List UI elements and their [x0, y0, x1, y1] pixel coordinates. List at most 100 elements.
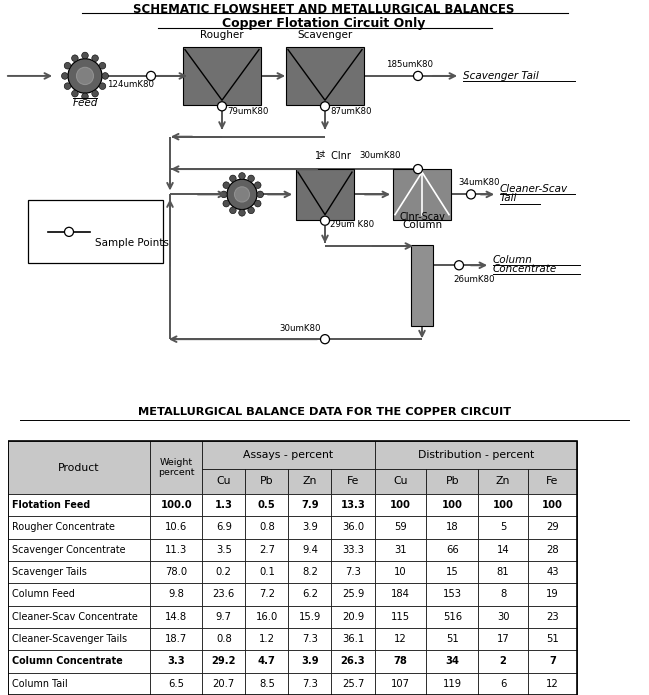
Bar — [288, 494, 332, 516]
Bar — [8, 494, 151, 516]
Text: 16.0: 16.0 — [256, 612, 278, 622]
Text: 29um K80: 29um K80 — [330, 220, 374, 229]
Text: 14: 14 — [497, 545, 509, 555]
Bar — [8, 441, 151, 494]
Circle shape — [321, 334, 330, 344]
Text: 19: 19 — [546, 589, 559, 600]
Circle shape — [92, 55, 99, 62]
Text: 8.2: 8.2 — [302, 567, 318, 577]
Text: 107: 107 — [391, 679, 410, 689]
Circle shape — [227, 179, 257, 210]
Bar — [8, 561, 151, 583]
Bar — [332, 516, 374, 539]
Bar — [202, 673, 245, 695]
Bar — [426, 605, 478, 628]
Text: Zn: Zn — [496, 476, 510, 486]
Bar — [393, 169, 451, 220]
Bar — [202, 539, 245, 561]
Bar — [288, 651, 332, 673]
Text: 30umK80: 30umK80 — [279, 324, 321, 333]
Bar — [478, 583, 528, 605]
Text: 3.9: 3.9 — [301, 657, 319, 667]
Text: Product: Product — [58, 463, 100, 473]
Text: 6.5: 6.5 — [168, 679, 184, 689]
Bar — [478, 494, 528, 516]
Text: 100: 100 — [493, 500, 513, 510]
Bar — [374, 468, 426, 494]
Bar — [332, 673, 374, 695]
Bar — [332, 628, 374, 651]
Bar — [245, 605, 288, 628]
Text: 3.5: 3.5 — [216, 545, 232, 555]
Bar — [374, 651, 426, 673]
Bar — [426, 468, 478, 494]
Bar — [528, 651, 577, 673]
Text: Column: Column — [493, 255, 533, 265]
Bar — [528, 539, 577, 561]
Bar — [478, 605, 528, 628]
Bar — [528, 673, 577, 695]
Circle shape — [413, 72, 422, 81]
Text: 119: 119 — [443, 679, 462, 689]
Circle shape — [82, 52, 88, 59]
Bar — [8, 516, 151, 539]
Text: 34umK80: 34umK80 — [458, 179, 500, 188]
Bar — [245, 516, 288, 539]
Circle shape — [221, 191, 227, 198]
Text: 5: 5 — [500, 523, 506, 532]
Bar — [202, 561, 245, 583]
Bar — [151, 494, 202, 516]
Text: 29: 29 — [546, 523, 559, 532]
Bar — [151, 605, 202, 628]
Text: 30umK80: 30umK80 — [360, 151, 400, 160]
Bar — [332, 651, 374, 673]
Text: 4.7: 4.7 — [258, 657, 276, 667]
Text: Cu: Cu — [393, 476, 408, 486]
Text: 0.8: 0.8 — [216, 634, 232, 644]
Bar — [411, 245, 433, 326]
Text: 7.2: 7.2 — [259, 589, 275, 600]
Text: 7.3: 7.3 — [302, 634, 318, 644]
Text: 78: 78 — [393, 657, 408, 667]
Text: 0.1: 0.1 — [259, 567, 275, 577]
Text: 31: 31 — [394, 545, 407, 555]
Bar — [528, 516, 577, 539]
Text: 2.7: 2.7 — [259, 545, 275, 555]
Circle shape — [321, 101, 330, 111]
Bar — [202, 651, 245, 673]
Text: 153: 153 — [443, 589, 462, 600]
Text: Column Feed: Column Feed — [12, 589, 75, 600]
Text: 59: 59 — [394, 523, 407, 532]
Text: Column Concentrate: Column Concentrate — [12, 657, 123, 667]
Bar — [426, 561, 478, 583]
Circle shape — [239, 172, 245, 179]
Text: 0.2: 0.2 — [216, 567, 232, 577]
Bar — [528, 583, 577, 605]
Bar — [528, 561, 577, 583]
Bar — [202, 605, 245, 628]
Text: Column Tail: Column Tail — [12, 679, 67, 689]
Bar — [478, 651, 528, 673]
Bar — [245, 628, 288, 651]
Bar — [374, 673, 426, 695]
Bar — [288, 628, 332, 651]
Bar — [151, 673, 202, 695]
Text: 9.8: 9.8 — [168, 589, 184, 600]
Text: 51: 51 — [446, 634, 459, 644]
Bar — [478, 561, 528, 583]
Bar — [245, 468, 288, 494]
Circle shape — [71, 90, 78, 97]
Text: 1.3: 1.3 — [215, 500, 233, 510]
Bar — [151, 561, 202, 583]
Text: Concentrate: Concentrate — [493, 264, 557, 275]
Text: 8: 8 — [500, 589, 506, 600]
Text: 10.6: 10.6 — [165, 523, 188, 532]
Circle shape — [467, 190, 476, 199]
Bar — [478, 516, 528, 539]
Bar — [426, 628, 478, 651]
Text: 66: 66 — [446, 545, 459, 555]
Text: 124umK80: 124umK80 — [107, 79, 154, 88]
Text: 28: 28 — [546, 545, 559, 555]
Text: 100: 100 — [542, 500, 563, 510]
Text: 0.5: 0.5 — [258, 500, 276, 510]
